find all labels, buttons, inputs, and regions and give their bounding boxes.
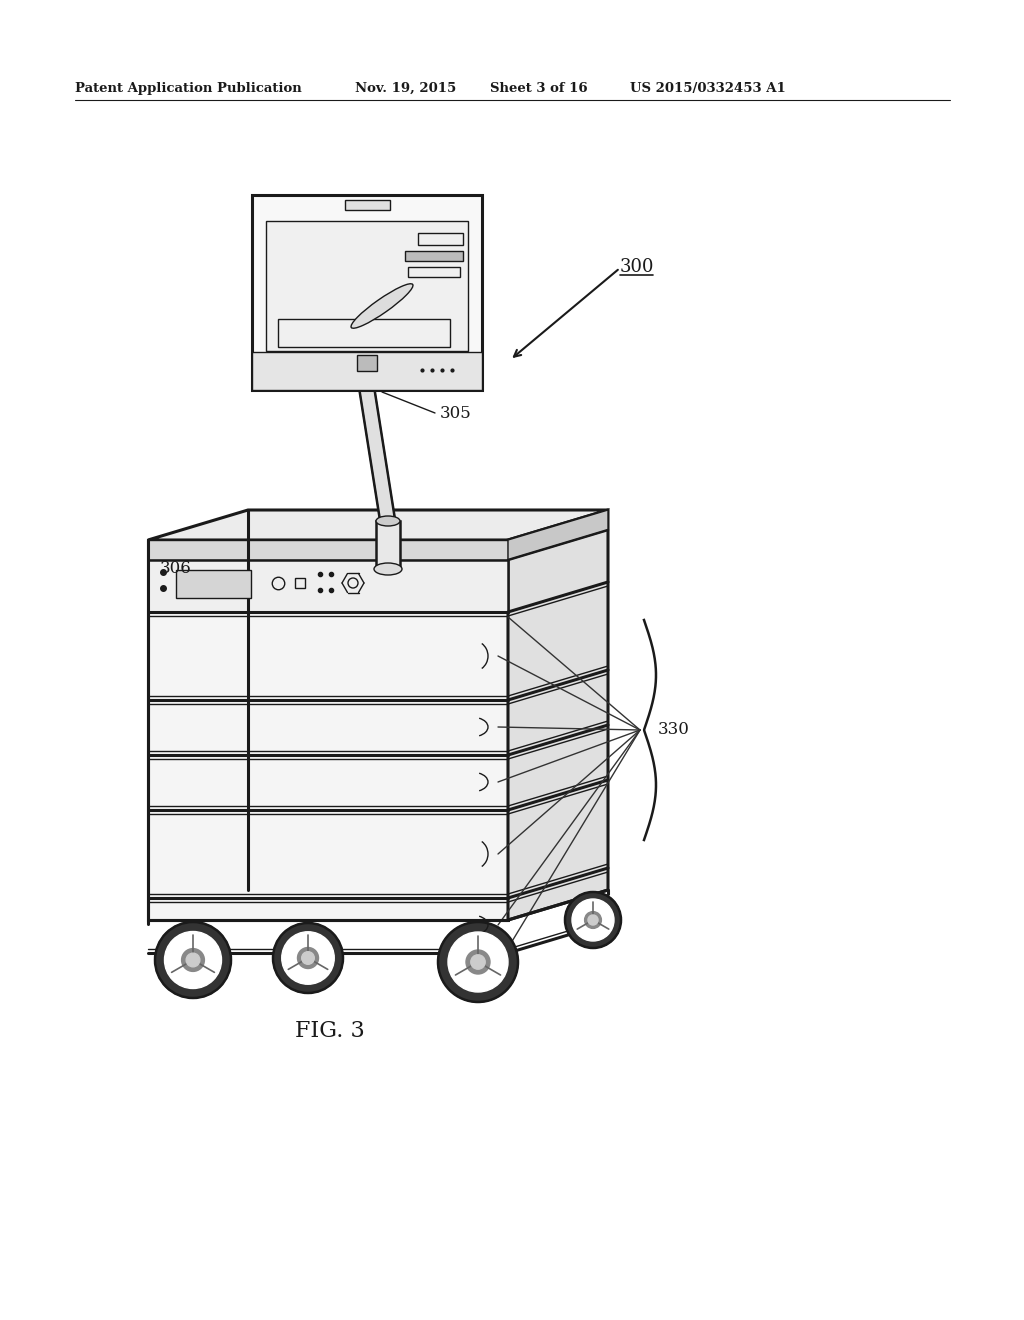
- Polygon shape: [359, 389, 395, 524]
- Text: 305: 305: [440, 405, 472, 422]
- Bar: [266, 220, 468, 351]
- Bar: [300, 940, 316, 958]
- Bar: [252, 195, 482, 389]
- Circle shape: [466, 950, 490, 974]
- Bar: [148, 540, 508, 560]
- Text: 330: 330: [658, 722, 690, 738]
- Polygon shape: [508, 510, 608, 920]
- Circle shape: [165, 932, 221, 989]
- Bar: [148, 540, 508, 920]
- Circle shape: [471, 954, 485, 969]
- Circle shape: [181, 949, 205, 972]
- Bar: [185, 942, 201, 960]
- Polygon shape: [508, 510, 608, 560]
- Circle shape: [155, 921, 231, 998]
- Text: 306: 306: [160, 560, 191, 577]
- Polygon shape: [148, 510, 608, 540]
- Circle shape: [449, 932, 508, 993]
- Ellipse shape: [376, 516, 400, 525]
- Ellipse shape: [351, 284, 413, 329]
- Circle shape: [585, 912, 601, 928]
- Bar: [345, 201, 390, 210]
- Bar: [470, 944, 486, 962]
- Circle shape: [282, 932, 334, 985]
- Circle shape: [572, 899, 614, 941]
- Bar: [376, 521, 400, 569]
- Bar: [406, 251, 463, 261]
- Circle shape: [565, 892, 621, 948]
- Circle shape: [302, 952, 314, 965]
- Circle shape: [298, 948, 318, 969]
- Circle shape: [186, 953, 200, 966]
- Text: FIG. 3: FIG. 3: [295, 1020, 365, 1041]
- Circle shape: [273, 923, 343, 993]
- Circle shape: [588, 915, 598, 925]
- Bar: [418, 234, 463, 246]
- Text: US 2015/0332453 A1: US 2015/0332453 A1: [630, 82, 785, 95]
- Text: Patent Application Publication: Patent Application Publication: [75, 82, 302, 95]
- Bar: [148, 560, 508, 612]
- Bar: [408, 267, 460, 277]
- Text: Sheet 3 of 16: Sheet 3 of 16: [490, 82, 588, 95]
- Bar: [252, 352, 482, 389]
- Bar: [585, 902, 601, 920]
- Text: Nov. 19, 2015: Nov. 19, 2015: [355, 82, 457, 95]
- Bar: [176, 570, 251, 598]
- Text: 300: 300: [620, 257, 654, 276]
- Circle shape: [438, 921, 518, 1002]
- Bar: [357, 355, 377, 371]
- Bar: [278, 319, 450, 347]
- Ellipse shape: [374, 564, 402, 576]
